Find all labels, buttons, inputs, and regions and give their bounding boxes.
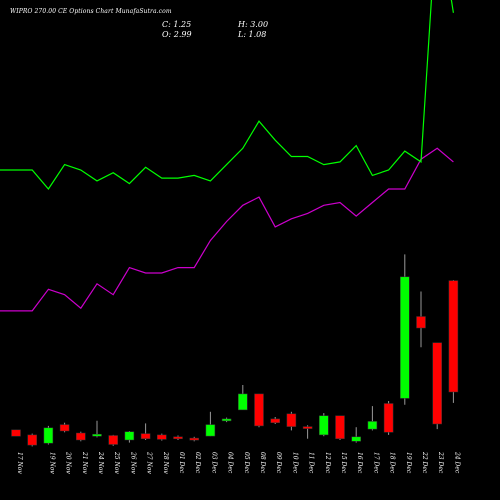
x-tick-label: 17 Nov [16,452,23,474]
candle-down [302,426,313,429]
x-tick-label: 25 Nov [113,451,120,474]
x-tick-label: 23 Dec [437,451,444,474]
x-tick-label: 20 Nov [65,451,72,474]
x-tick-label: 11 Dec [308,452,315,474]
x-tick-label: 10 Dec [291,452,298,474]
close-value: C: 1.25 [162,20,192,29]
x-tick-label: 28 Nov [162,451,169,474]
candle-down [11,429,21,437]
x-tick-label: 17 Dec [372,452,379,474]
ema-fast-line [0,0,454,190]
candle-down [448,280,459,393]
ema-slow-line [0,147,454,312]
candle-down [189,437,199,441]
x-tick-label: 12 Dec [324,452,331,474]
candle-down [108,435,118,445]
candle-down [335,415,345,439]
candle-down [140,433,151,439]
candle-up [351,436,361,442]
candle-up [400,276,410,399]
candle-down [27,434,37,446]
candle-down [173,436,183,440]
x-tick-label: 26 Nov [129,451,136,474]
candle-up [43,427,54,444]
candle-up [221,418,232,422]
high-value: H: 3.00 [238,20,269,29]
candle-down [76,432,86,441]
x-tick-label: 16 Dec [356,452,363,474]
candle-up [124,431,135,441]
candle-up [92,433,102,437]
open-value: O: 2.99 [162,30,192,39]
x-tick-label: 19 Nov [48,452,55,474]
candle-up [367,421,378,430]
candle-down [416,316,426,329]
x-tick-label: 15 Dec [340,452,347,474]
x-tick-label: 08 Dec [259,452,266,474]
x-tick-label: 24 Nov [97,451,104,474]
candle-down [432,342,442,425]
x-tick-label: 05 Dec [243,452,250,474]
candle-down [254,393,264,427]
candle-down [59,424,70,432]
candle-down [383,403,394,433]
candle-down [286,413,297,427]
x-tick-label: 03 Dec [210,452,217,474]
x-tick-label: 18 Dec [389,452,396,474]
x-tick-label: 22 Dec [421,451,428,474]
x-tick-label: 24 Dec [453,451,460,474]
candle-up [205,424,216,437]
x-tick-label: 01 Dec [178,452,185,474]
low-value: L: 1.08 [238,30,267,39]
x-tick-label: 04 Dec [227,452,234,474]
x-tick-label: 19 Dec [405,452,412,474]
candle-up [319,415,329,436]
x-tick-label: 02 Dec [194,452,201,474]
candle-down [270,418,280,423]
x-tick-label: 21 Nov [81,451,88,474]
x-tick-label: 09 Dec [275,452,282,474]
chart-title: WIPRO 270.00 CE Options Chart MunafaSutr… [10,8,172,15]
candle-down [157,434,167,440]
candle-up [238,393,248,411]
x-tick-label: 27 Nov [146,451,153,474]
